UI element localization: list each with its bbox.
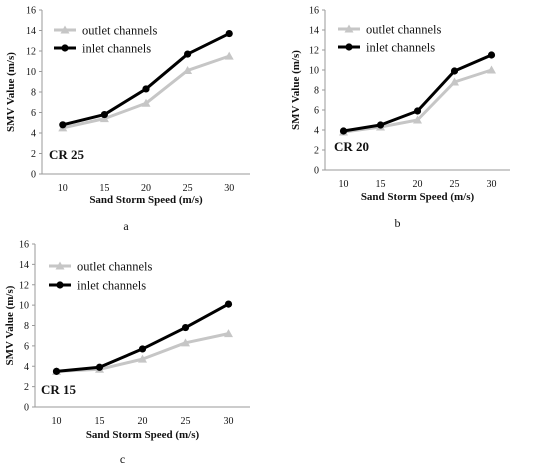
legend-label: inlet channels (366, 41, 435, 55)
x-axis-title: Sand Storm Speed (m/s) (89, 194, 203, 206)
chart-panel-b: 0 2 4 6 8 10 12 14 16 10 15 20 25 30 outlet channels in… (290, 6, 510, 230)
x-tick-label: 10 (58, 183, 68, 194)
data-point-inlet (95, 363, 104, 371)
data-point-inlet (138, 345, 147, 353)
x-tick-label: 30 (487, 179, 497, 190)
x-axis-title: Sand Storm Speed (m/s) (361, 191, 475, 203)
x-tick-label: 10 (52, 416, 62, 427)
y-tick-label: 4 (24, 362, 29, 373)
y-tick-label: 4 (31, 129, 36, 140)
x-tick-label: 30 (224, 183, 234, 194)
legend-marker-inlet (56, 281, 64, 289)
y-tick-label: 14 (19, 260, 29, 271)
data-point-inlet (224, 300, 233, 308)
y-tick-label: 10 (26, 67, 36, 78)
x-tick-label: 10 (339, 179, 349, 190)
chart-panel-c: 0 2 4 6 8 10 12 14 16 10 15 20 25 30 outlet channels in… (4, 240, 250, 466)
legend-label: inlet channels (77, 279, 146, 293)
data-point-inlet (413, 107, 422, 115)
x-axis-title: Sand Storm Speed (m/s) (86, 429, 200, 441)
data-point-inlet (376, 121, 385, 129)
data-point-inlet (225, 29, 233, 38)
legend-label: outlet channels (77, 260, 152, 274)
data-point-inlet (100, 110, 108, 119)
data-point-outlet (450, 77, 459, 86)
y-tick-label: 2 (31, 149, 36, 160)
y-tick-label: 8 (314, 86, 319, 97)
legend-marker-outlet (55, 261, 65, 270)
legend-marker-inlet (345, 43, 353, 51)
legend-label: outlet channels (366, 23, 441, 37)
y-axis-title: SMV Value (m/s) (290, 50, 302, 130)
x-tick-label: 15 (95, 416, 105, 427)
legend-label: outlet channels (82, 24, 157, 38)
x-tick-label: 15 (99, 183, 109, 194)
y-tick-label: 14 (309, 26, 319, 37)
y-tick-label: 6 (314, 106, 319, 117)
data-point-outlet (224, 329, 233, 338)
y-tick-label: 16 (309, 6, 319, 17)
data-point-inlet (339, 127, 348, 135)
y-tick-label: 16 (19, 240, 29, 251)
x-tick-label: 20 (141, 183, 151, 194)
data-point-inlet (59, 121, 67, 129)
legend-marker-inlet (61, 44, 69, 52)
y-tick-label: 0 (24, 403, 29, 414)
panel-annotation: CR 15 (41, 382, 77, 397)
data-point-outlet (413, 115, 422, 124)
y-tick-label: 16 (26, 6, 36, 17)
x-tick-label: 30 (224, 416, 234, 427)
x-tick-label: 25 (183, 183, 193, 194)
x-tick-label: 20 (138, 416, 148, 427)
data-point-outlet (141, 98, 151, 107)
panel-label: b (395, 216, 401, 230)
y-tick-label: 0 (31, 170, 36, 181)
panel-annotation: CR 20 (334, 139, 369, 154)
y-tick-label: 10 (309, 66, 319, 77)
x-tick-label: 20 (413, 179, 423, 190)
data-point-inlet (450, 67, 459, 75)
y-tick-label: 2 (24, 382, 29, 393)
panel-annotation: CR 25 (49, 147, 85, 162)
data-point-outlet (181, 338, 190, 347)
chart-panel-a: 0 2 4 6 8 10 12 14 16 10 15 20 25 30 outlet channels in… (5, 6, 250, 233)
data-point-outlet (487, 65, 496, 74)
y-tick-label: 8 (24, 321, 29, 332)
y-tick-label: 6 (24, 341, 29, 352)
y-tick-label: 14 (26, 26, 36, 37)
legend-label: inlet channels (82, 42, 151, 56)
data-point-inlet (52, 367, 61, 375)
panel-label: a (123, 219, 129, 233)
y-tick-label: 12 (19, 280, 29, 291)
data-point-inlet (487, 51, 496, 59)
y-tick-label: 10 (19, 301, 29, 312)
legend-marker-outlet (344, 24, 354, 33)
y-tick-label: 0 (314, 166, 319, 177)
x-tick-label: 15 (376, 179, 386, 190)
y-axis-title: SMV Value (m/s) (4, 285, 16, 365)
data-point-outlet (138, 354, 147, 363)
y-tick-label: 12 (309, 46, 319, 57)
y-tick-label: 12 (26, 47, 36, 58)
y-axis-title: SMV Value (m/s) (5, 52, 17, 132)
x-tick-label: 25 (181, 416, 191, 427)
data-point-outlet (183, 65, 193, 74)
y-tick-label: 8 (31, 88, 36, 99)
legend-marker-outlet (60, 25, 70, 34)
y-tick-label: 4 (314, 126, 319, 137)
y-tick-label: 2 (314, 146, 319, 157)
data-point-inlet (181, 323, 190, 332)
data-point-outlet (224, 51, 234, 60)
x-tick-label: 25 (450, 179, 460, 190)
panel-label: c (120, 452, 125, 466)
data-point-inlet (184, 50, 192, 58)
y-tick-label: 6 (31, 108, 36, 119)
data-point-inlet (142, 85, 150, 93)
